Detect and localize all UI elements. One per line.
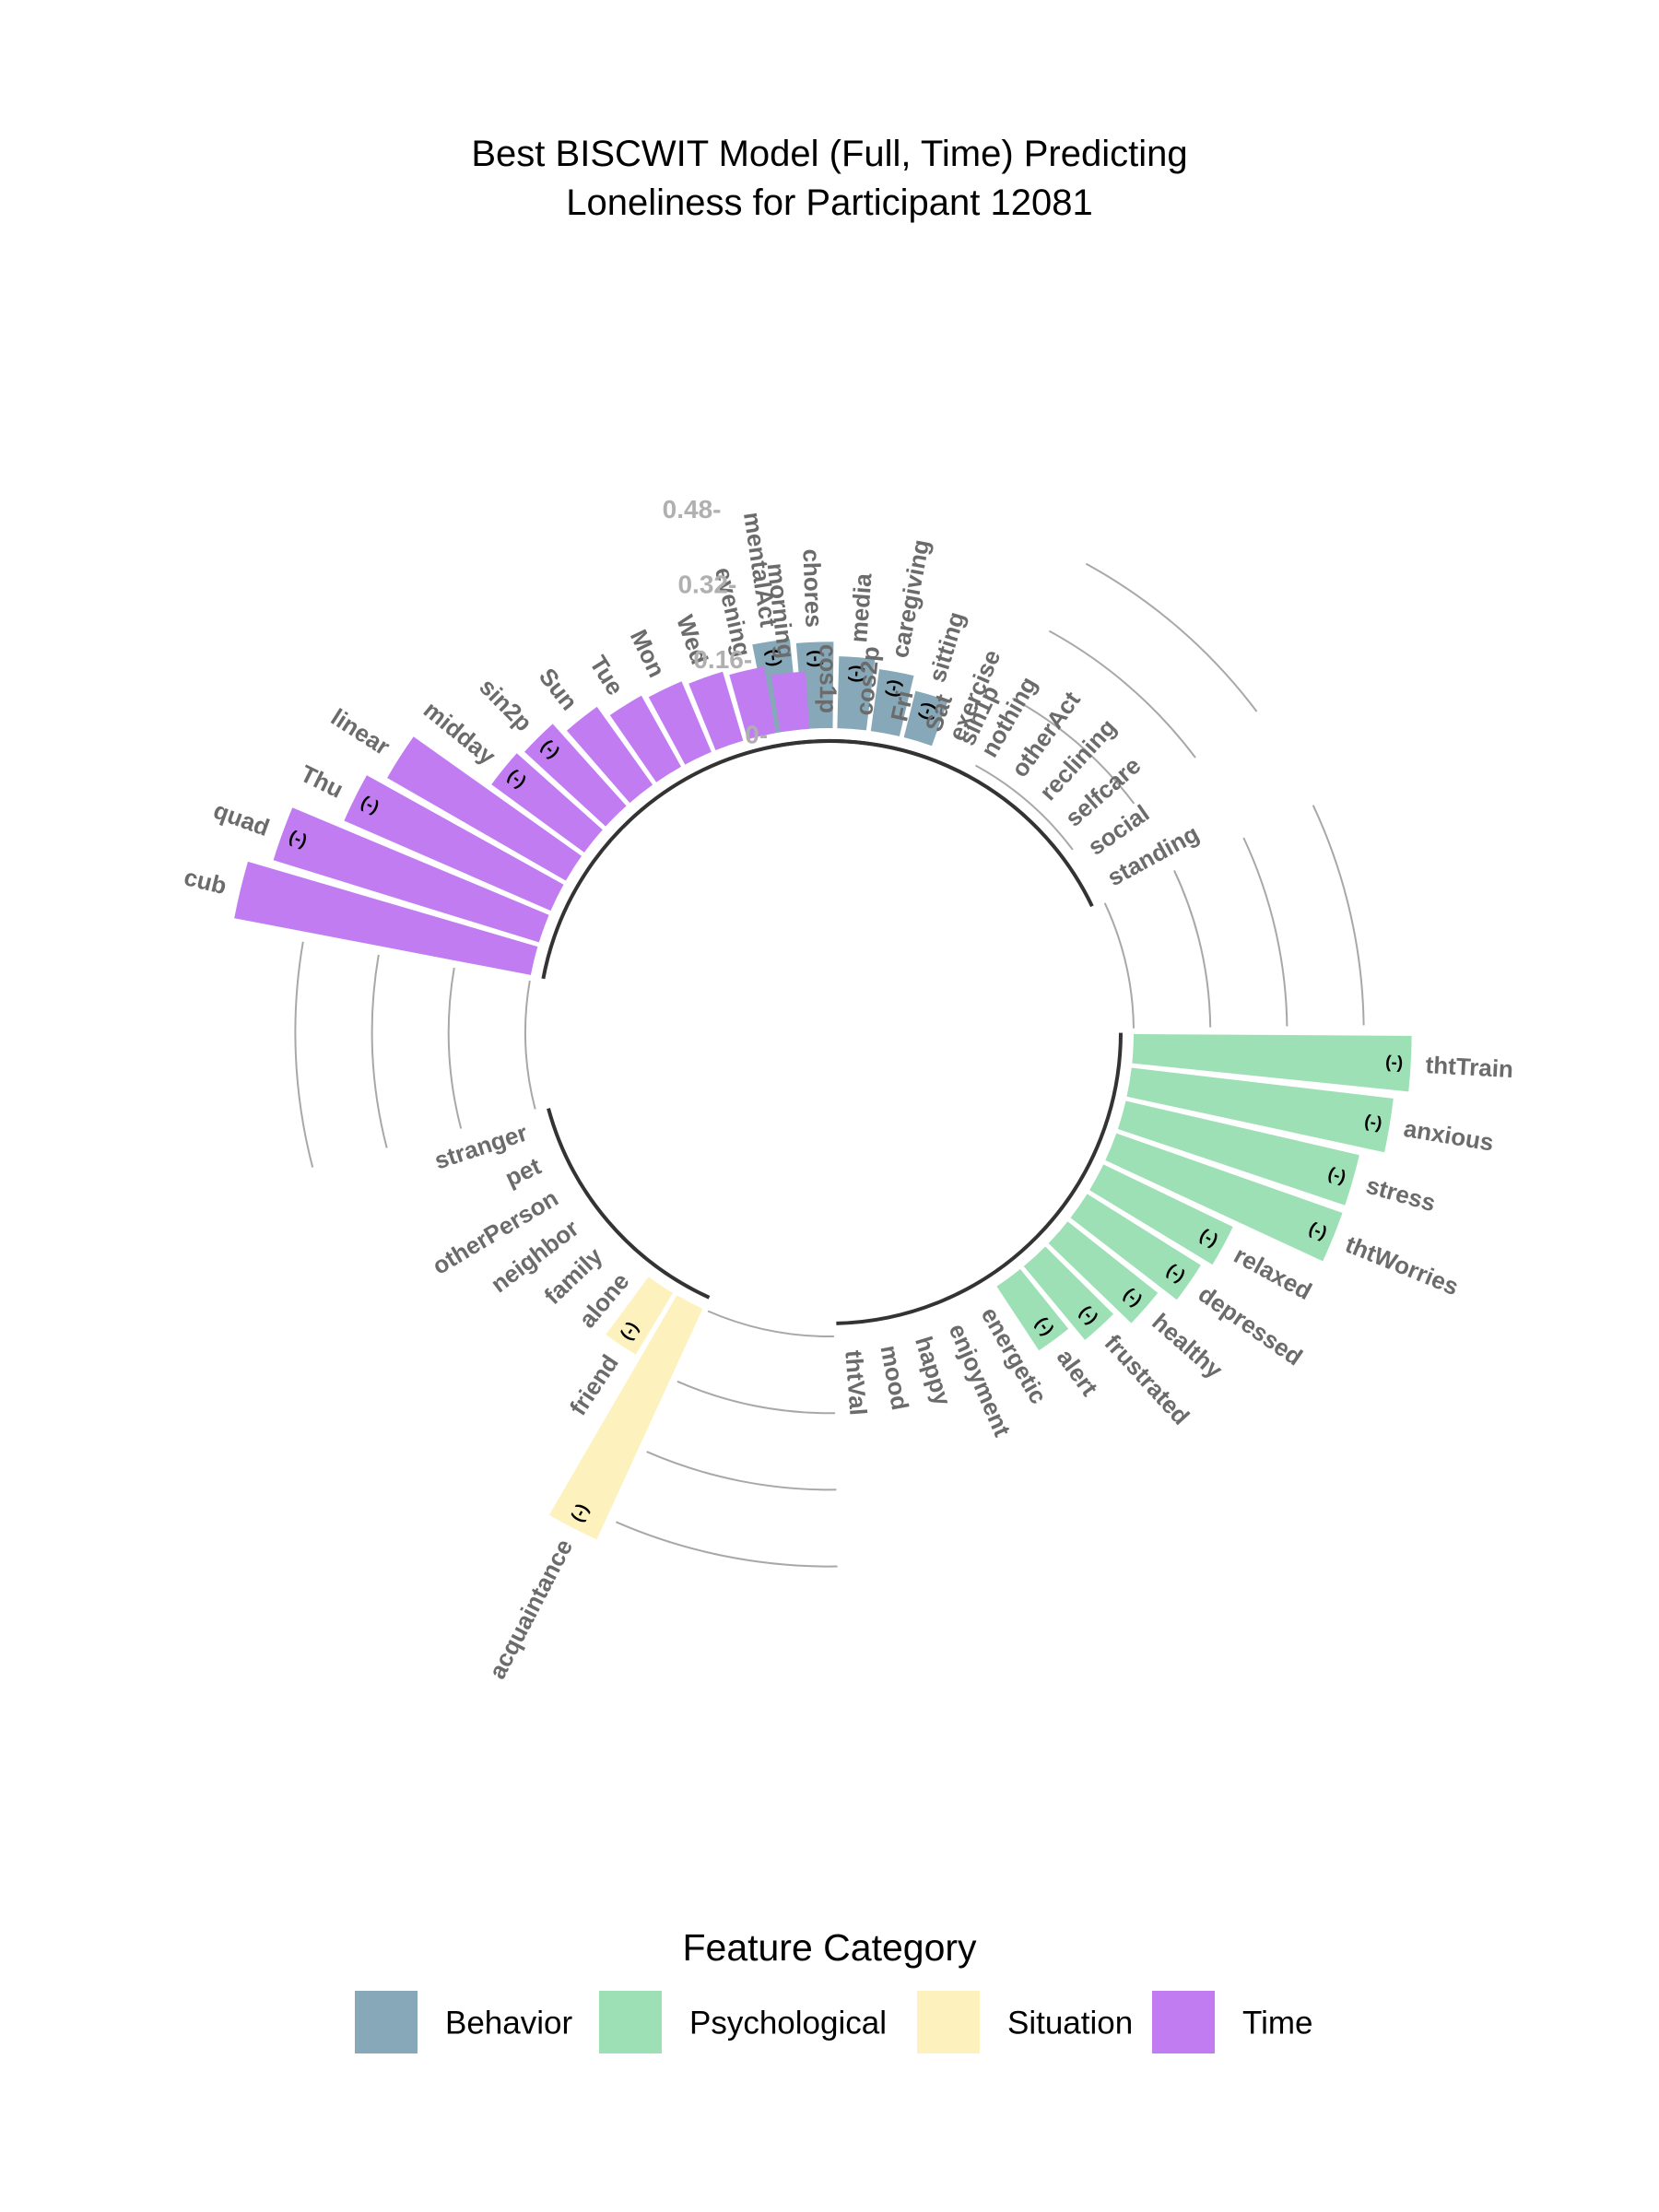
label-mood: mood bbox=[875, 1343, 914, 1412]
gridline-gap-2-0 bbox=[524, 980, 536, 1110]
negative-marker-stress: (-) bbox=[1325, 1164, 1347, 1187]
baseline-situation bbox=[547, 1108, 711, 1300]
radial-gridlines bbox=[294, 562, 1365, 1568]
label-tht-worries: thtWorries bbox=[1342, 1230, 1463, 1301]
gridline-gap-2-3 bbox=[294, 941, 314, 1168]
legend-label-situation: Situation bbox=[1007, 2006, 1133, 2041]
radial-tick-label: 0- bbox=[745, 720, 768, 748]
group-baselines bbox=[541, 739, 1123, 1325]
gridline-gap-2-1 bbox=[447, 967, 463, 1129]
bars bbox=[234, 639, 1412, 1540]
baseline-psychological bbox=[836, 1032, 1123, 1325]
bar-tht-worries bbox=[1105, 1133, 1343, 1262]
label-sun: Sun bbox=[534, 663, 583, 715]
bar-sitting bbox=[903, 690, 948, 747]
chart-title: Best BISCWIT Model (Full, Time) Predicti… bbox=[471, 134, 1187, 223]
label-media: media bbox=[844, 572, 877, 644]
gridline-gap-0-1 bbox=[1173, 869, 1212, 1028]
bar-morning bbox=[771, 671, 810, 733]
baseline-behavior bbox=[771, 739, 1094, 908]
label-tht-train: thtTrain bbox=[1425, 1051, 1514, 1083]
gridline-gap-2-2 bbox=[371, 954, 388, 1148]
label-sitting: sitting bbox=[923, 608, 970, 685]
bar-friend bbox=[606, 1277, 673, 1355]
bar-wed bbox=[688, 671, 744, 750]
negative-marker-tht-train: (-) bbox=[1385, 1053, 1404, 1073]
label-alert: alert bbox=[1052, 1344, 1104, 1401]
bar-linear bbox=[387, 736, 582, 881]
bar-stress bbox=[1117, 1100, 1359, 1206]
chart-title-line-1: Best BISCWIT Model (Full, Time) Predicti… bbox=[471, 134, 1187, 174]
bar-sin2p bbox=[524, 724, 627, 827]
bar-healthy bbox=[1048, 1221, 1159, 1324]
legend-label-time: Time bbox=[1242, 2006, 1312, 2041]
bar-frustrated bbox=[1023, 1246, 1113, 1340]
bar-evening bbox=[729, 666, 776, 740]
gridline-gap-0-3 bbox=[1312, 805, 1365, 1026]
legend-swatch-situation bbox=[917, 1991, 980, 2053]
label-stress: stress bbox=[1363, 1171, 1439, 1218]
gridline-gap-3-3 bbox=[1085, 562, 1258, 712]
bar-cub bbox=[234, 861, 538, 975]
label-tue: Tue bbox=[584, 651, 629, 700]
label-caregiving: caregiving bbox=[886, 537, 935, 660]
label-chores: chores bbox=[797, 548, 828, 628]
legend-title: Feature Category bbox=[682, 1926, 977, 1969]
bar-caregiving bbox=[870, 669, 914, 736]
legend: Feature Category Behavior Psychological Si… bbox=[355, 1926, 1312, 2053]
legend-label-behavior: Behavior bbox=[445, 2006, 572, 2041]
label-tht-val: thtVal bbox=[840, 1349, 872, 1417]
gridline-gap-1-1 bbox=[677, 1380, 836, 1415]
label-fri: Fri bbox=[885, 688, 918, 724]
gridline-gap-1-3 bbox=[616, 1521, 838, 1568]
radial-axis-ticks: 0- 0.16- 0.32- 0.48- bbox=[663, 495, 768, 749]
gridline-gap-0-0 bbox=[1103, 902, 1135, 1029]
bar-tht-train bbox=[1132, 1034, 1412, 1092]
label-quad: quad bbox=[210, 796, 274, 841]
label-sin2p: sin2p bbox=[474, 673, 537, 736]
gridline-gap-1-0 bbox=[707, 1310, 834, 1338]
gridline-gap-3-0 bbox=[975, 764, 1074, 851]
bar-acquaintance bbox=[548, 1295, 703, 1540]
label-cos1p: cos1p bbox=[815, 644, 842, 713]
bar-media bbox=[837, 656, 876, 731]
gridline-gap-1-2 bbox=[646, 1451, 837, 1491]
negative-marker-anxious: (-) bbox=[1363, 1112, 1383, 1134]
bar-tue bbox=[609, 695, 681, 782]
legend-swatch-time bbox=[1152, 1991, 1215, 2053]
label-mon: Mon bbox=[625, 625, 671, 681]
gridline-gap-0-2 bbox=[1242, 837, 1288, 1027]
negative-marker-mental-act: (-) bbox=[763, 648, 785, 668]
legend-label-psychological: Psychological bbox=[689, 2006, 887, 2041]
bar-mon bbox=[648, 681, 712, 765]
bar-midday bbox=[491, 753, 603, 853]
bar-depressed bbox=[1070, 1194, 1201, 1300]
label-linear: linear bbox=[326, 703, 395, 761]
negative-marker-chores: (-) bbox=[806, 650, 826, 668]
chart-title-line-2: Loneliness for Participant 12081 bbox=[566, 182, 1092, 223]
gridline-gap-3-2 bbox=[1048, 629, 1196, 759]
legend-swatch-behavior bbox=[355, 1991, 418, 2053]
bar-relaxed bbox=[1089, 1164, 1233, 1265]
bar-quad bbox=[273, 807, 549, 943]
negative-marker-caregiving: (-) bbox=[882, 678, 904, 700]
label-acquaintance: acquaintance bbox=[483, 1535, 578, 1683]
label-pet: pet bbox=[500, 1152, 545, 1193]
baseline-time bbox=[541, 739, 969, 980]
bar-anxious bbox=[1126, 1067, 1394, 1153]
label-cub: cub bbox=[182, 863, 229, 900]
radial-tick-label: 0.48- bbox=[663, 495, 722, 524]
radial-tick-label: 0.16- bbox=[693, 645, 752, 674]
radial-tick-label: 0.32- bbox=[677, 570, 736, 598]
legend-swatch-psychological bbox=[599, 1991, 662, 2053]
bar-thu bbox=[344, 775, 564, 912]
gridline-gap-3-1 bbox=[1011, 697, 1135, 805]
label-thu: Thu bbox=[296, 759, 347, 804]
label-anxious: anxious bbox=[1402, 1114, 1496, 1157]
bar-sun bbox=[567, 706, 653, 804]
bar-alert bbox=[996, 1269, 1069, 1351]
negative-marker-media: (-) bbox=[845, 665, 865, 683]
